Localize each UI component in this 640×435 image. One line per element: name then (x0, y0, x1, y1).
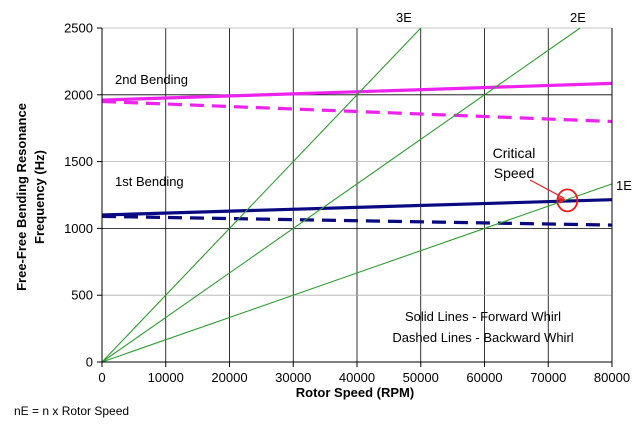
series-line-0 (101, 81, 613, 102)
y-tick-label: 1000 (64, 221, 93, 236)
series-line-3 (101, 214, 613, 227)
label-3e: 3E (396, 10, 412, 25)
x-tick-label: 50000 (403, 370, 439, 385)
critical-speed-label-line2: Speed (494, 165, 534, 181)
x-tick-label: 80000 (594, 370, 630, 385)
x-axis-title: Rotor Speed (RPM) (296, 385, 414, 400)
x-tick-label: 0 (98, 370, 105, 385)
y-tick-label: 0 (86, 355, 93, 370)
series-line-4 (101, 27, 422, 363)
label-1e: 1E (616, 178, 632, 193)
y-tick-label: 2000 (64, 87, 93, 102)
legend-backward-whirl: Dashed Lines - Backward Whirl (392, 330, 573, 345)
series-lines (101, 27, 613, 363)
x-tick-label: 30000 (275, 370, 311, 385)
x-tick-label: 40000 (339, 370, 375, 385)
x-tick-label: 70000 (530, 370, 566, 385)
label-1st-bending: 1st Bending (115, 174, 184, 189)
y-axis-title-line1: Free-Free Bending Resonance (14, 103, 29, 291)
grid-lines (102, 27, 613, 362)
series-line-6 (101, 183, 613, 363)
legend-forward-whirl: Solid Lines - Forward Whirl (405, 309, 561, 324)
critical-speed-marker (529, 179, 579, 213)
y-tick-label: 2500 (64, 21, 93, 36)
footnote: nE = n x Rotor Speed (14, 404, 130, 418)
label-2e: 2E (570, 10, 586, 25)
critical-speed-circle (556, 188, 579, 213)
series-line-1 (101, 99, 613, 124)
y-axis-title-line2: Frequency (Hz) (32, 150, 47, 244)
critical-speed-label-line1: Critical (493, 145, 536, 161)
x-tick-label: 60000 (466, 370, 502, 385)
series-line-2 (101, 198, 613, 217)
critical-speed-pointer (529, 179, 565, 199)
critical-speed-arrowhead (557, 196, 566, 204)
x-tick-label: 10000 (148, 370, 184, 385)
axes (97, 27, 613, 367)
y-tick-label: 1500 (64, 154, 93, 169)
y-tick-label: 500 (71, 288, 93, 303)
series-line-5 (101, 27, 581, 363)
label-2nd-bending: 2nd Bending (115, 72, 188, 87)
tick-labels: 0 10000 20000 30000 40000 50000 60000 70000 8000… (64, 21, 630, 386)
x-tick-label: 20000 (211, 370, 247, 385)
